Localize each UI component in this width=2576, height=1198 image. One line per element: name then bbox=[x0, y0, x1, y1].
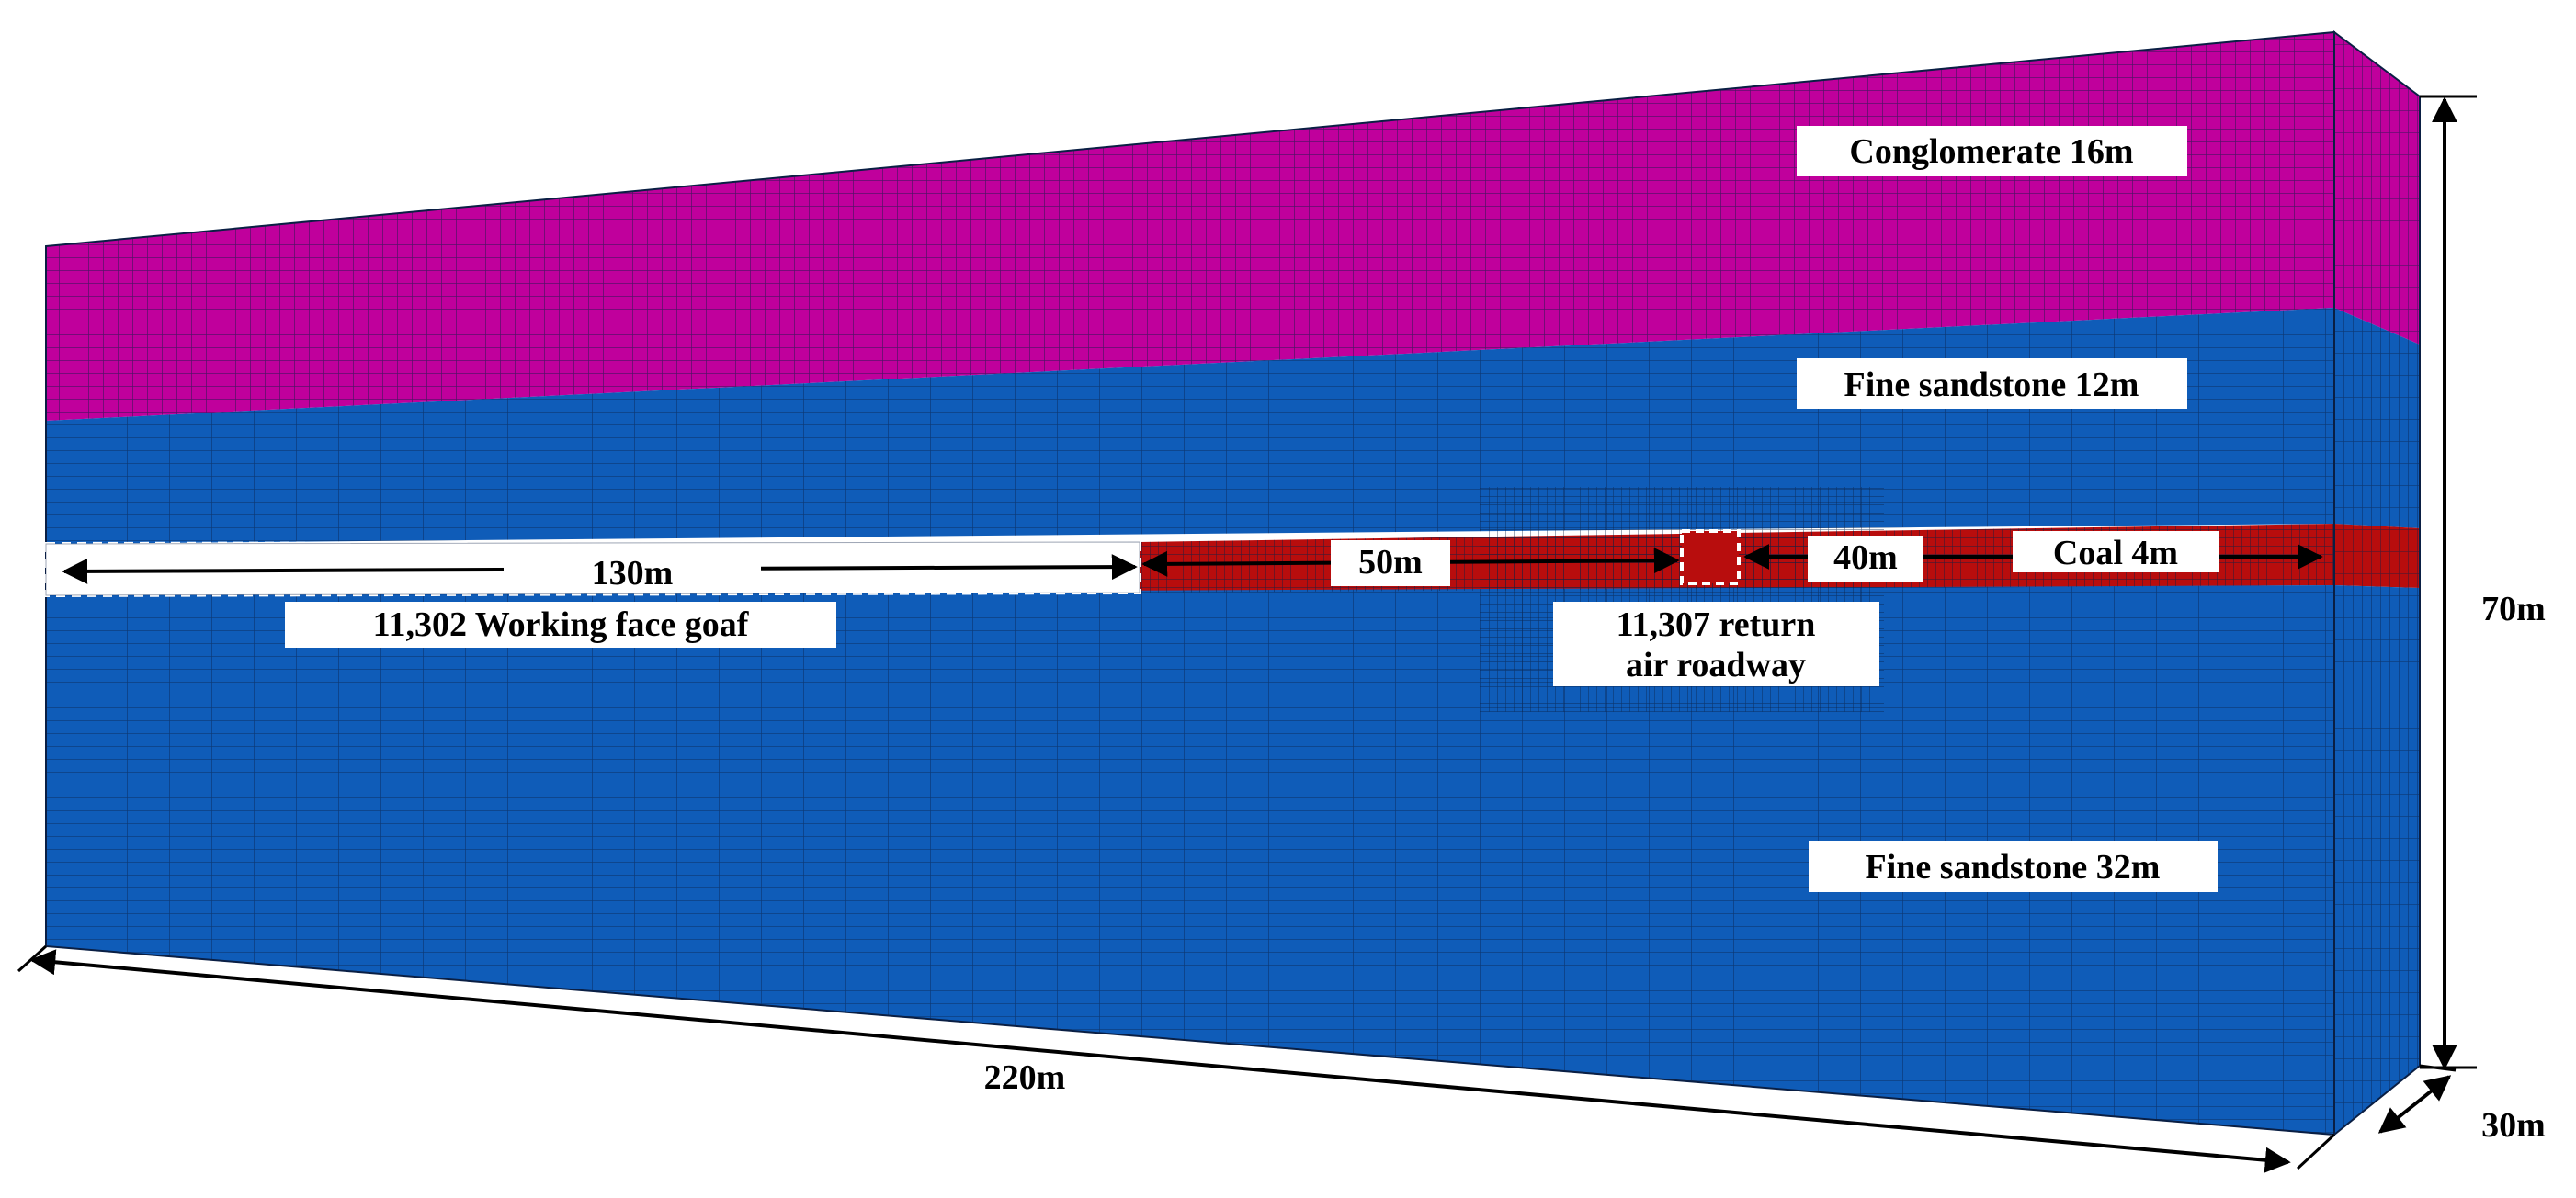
goaf-length-text: 130m bbox=[592, 554, 674, 593]
conglomerate-label: Conglomerate 16m bbox=[1849, 132, 2133, 171]
goaf-name-text: 11,302 Working face goaf bbox=[373, 605, 750, 644]
roadway-label-line2: air roadway bbox=[1626, 646, 1806, 684]
layer-label-conglomerate: Conglomerate 16m bbox=[1797, 126, 2187, 176]
layer-label-fine-sandstone-upper: Fine sandstone 12m bbox=[1797, 358, 2187, 409]
goaf-name-label: 11,302 Working face goaf bbox=[285, 602, 836, 648]
length-arrow bbox=[29, 949, 2291, 1173]
width-arrow bbox=[2377, 1075, 2452, 1134]
layer-label-fine-sandstone-lower: Fine sandstone 32m bbox=[1809, 841, 2218, 892]
coal-ahead-text: 40m bbox=[1833, 538, 1898, 577]
fine-sandstone-upper-label: Fine sandstone 12m bbox=[1844, 366, 2139, 404]
pillar-width-text: 50m bbox=[1358, 543, 1423, 582]
fine-sandstone-lower-label: Fine sandstone 32m bbox=[1866, 848, 2161, 887]
length-label: 220m bbox=[984, 1058, 1066, 1097]
roadway-label-line1: 11,307 return bbox=[1617, 605, 1816, 644]
coal-layer-label: Coal 4m bbox=[2013, 531, 2219, 572]
return-air-roadway bbox=[1680, 529, 1741, 585]
roadway-label: 11,307 return air roadway bbox=[1553, 602, 1879, 686]
goaf-length-label: 130m bbox=[504, 554, 761, 593]
width-label: 30m bbox=[2481, 1106, 2546, 1145]
coal-ahead-label: 40m bbox=[1808, 536, 1923, 582]
height-label: 70m bbox=[2481, 590, 2546, 628]
model-side-face bbox=[2333, 29, 2421, 1137]
pillar-width-label: 50m bbox=[1331, 540, 1450, 586]
coal-label: Coal 4m bbox=[2053, 534, 2178, 572]
